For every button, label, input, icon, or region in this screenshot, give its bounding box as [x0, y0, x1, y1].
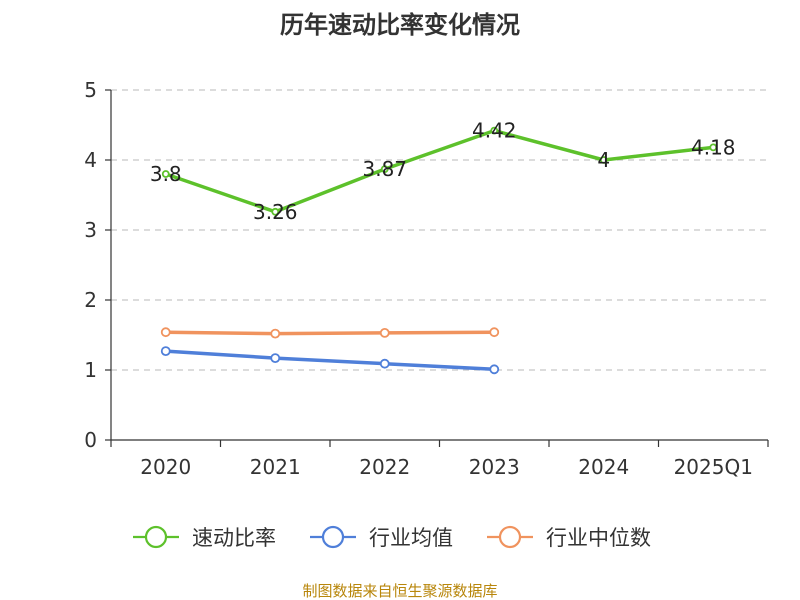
- data-label: 3.87: [362, 157, 407, 181]
- legend[interactable]: 速动比率 行业均值 行业中位数: [133, 525, 651, 550]
- data-point[interactable]: [709, 143, 718, 152]
- data-label: 4.18: [691, 135, 736, 159]
- data-point[interactable]: [489, 364, 500, 375]
- data-label: 3.26: [253, 200, 298, 224]
- data-point[interactable]: [380, 165, 389, 174]
- legend-item-1[interactable]: 速动比率: [133, 525, 276, 550]
- series-line-1: [164, 128, 715, 214]
- data-point[interactable]: [379, 327, 390, 338]
- data-point[interactable]: [599, 156, 608, 164]
- axes: 0 1 2 3 4 5 2020 2021 2022 2023 2024 2025Q1: [84, 78, 769, 479]
- y-tick-label: 4: [84, 148, 97, 172]
- data-point[interactable]: [160, 346, 171, 357]
- series-layer: [160, 126, 718, 375]
- series-line-3: [164, 330, 496, 336]
- legend-label: 行业中位数: [546, 526, 651, 550]
- legend-swatch-marker: [321, 525, 345, 549]
- data-label: 3.8: [150, 162, 182, 186]
- x-tick-label: 2023: [469, 455, 520, 479]
- x-tick-label: 2020: [140, 455, 191, 479]
- legend-label: 行业均值: [369, 526, 453, 550]
- source-note: 制图数据来自恒生聚源数据库: [302, 582, 497, 600]
- data-label: 4.42: [472, 119, 517, 143]
- data-point[interactable]: [490, 126, 499, 135]
- y-tick-label: 1: [84, 358, 97, 382]
- x-tick-label: 2021: [250, 455, 301, 479]
- chart-title: 历年速动比率变化情况: [280, 11, 520, 39]
- data-labels: 3.8 3.26 3.87 4.42 4 4.18: [150, 119, 736, 224]
- legend-swatch-marker: [498, 525, 522, 549]
- grid: [111, 89, 768, 371]
- y-tick-label: 0: [84, 428, 97, 452]
- data-point[interactable]: [270, 353, 281, 364]
- legend-swatch-marker: [144, 525, 168, 549]
- y-tick-label: 2: [84, 288, 97, 312]
- legend-item-2[interactable]: 行业均值: [310, 525, 453, 550]
- data-point[interactable]: [489, 327, 500, 338]
- data-point[interactable]: [271, 207, 280, 216]
- series-line-2: [164, 349, 496, 372]
- data-label: 4: [597, 148, 610, 172]
- x-tick-label: 2022: [359, 455, 410, 479]
- x-tick-label: 2024: [578, 455, 629, 479]
- legend-item-3[interactable]: 行业中位数: [487, 525, 651, 550]
- data-point[interactable]: [379, 358, 390, 369]
- x-tick-label: 2025Q1: [674, 455, 753, 479]
- y-tick-label: 5: [84, 78, 97, 102]
- data-point[interactable]: [160, 327, 171, 338]
- data-point[interactable]: [161, 170, 170, 178]
- y-tick-label: 3: [84, 218, 97, 242]
- legend-label: 速动比率: [192, 526, 276, 550]
- data-point[interactable]: [270, 328, 281, 339]
